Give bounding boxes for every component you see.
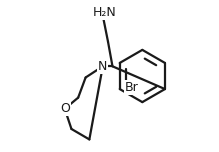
Text: H₂N: H₂N	[93, 6, 117, 19]
Text: O: O	[60, 102, 71, 115]
Text: Br: Br	[125, 81, 139, 94]
Text: N: N	[98, 60, 108, 73]
